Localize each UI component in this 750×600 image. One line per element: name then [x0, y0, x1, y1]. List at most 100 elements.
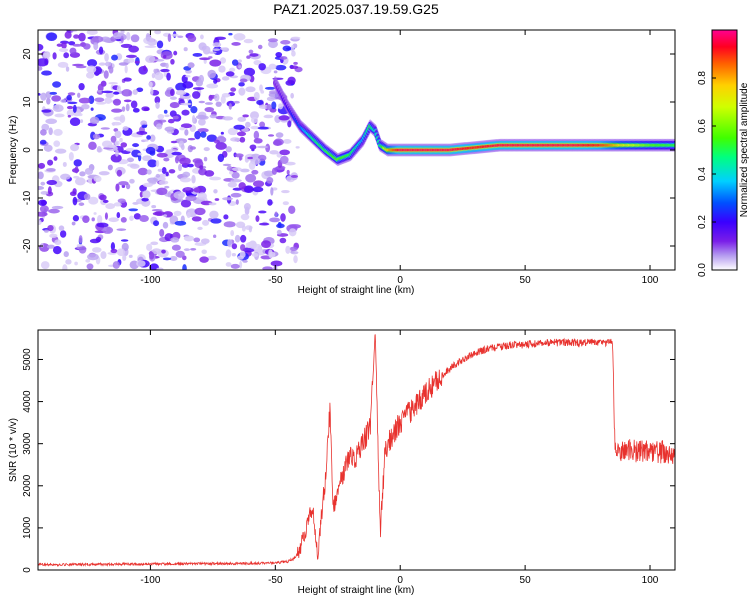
x-tick-label: -50	[268, 575, 283, 586]
noise-blob	[95, 101, 107, 105]
noise-blob	[239, 251, 246, 258]
noise-blob	[149, 251, 155, 260]
noise-blob	[155, 101, 160, 109]
noise-blob	[69, 117, 81, 127]
noise-blob	[71, 221, 76, 226]
noise-blob	[231, 243, 238, 250]
noise-blob	[141, 106, 150, 112]
noise-blob	[110, 135, 117, 143]
noise-blob	[200, 34, 204, 40]
noise-blob	[58, 47, 69, 53]
noise-blob	[116, 212, 121, 219]
noise-blob	[160, 68, 170, 73]
noise-blob	[67, 101, 78, 105]
noise-blob	[280, 213, 286, 222]
noise-blob	[74, 261, 78, 266]
noise-blob	[163, 109, 168, 114]
noise-blob	[112, 91, 120, 95]
noise-blob	[48, 127, 53, 136]
noise-blob	[93, 212, 97, 215]
noise-blob	[51, 95, 62, 102]
noise-blob	[160, 51, 173, 60]
noise-blob	[282, 45, 291, 52]
noise-blob	[290, 92, 294, 99]
noise-blob	[233, 33, 246, 41]
noise-blob	[213, 139, 220, 144]
noise-blob	[72, 196, 78, 206]
noise-blob	[245, 242, 253, 249]
noise-blob	[209, 114, 217, 119]
noise-blob	[227, 238, 233, 248]
noise-blob	[141, 124, 148, 129]
noise-blob	[84, 167, 94, 175]
noise-blob	[249, 53, 259, 57]
noise-blob	[40, 129, 47, 136]
noise-blob	[286, 169, 290, 175]
noise-blob	[78, 245, 87, 254]
noise-blob	[104, 212, 108, 220]
colorbar-frame	[711, 29, 738, 271]
noise-blob	[213, 79, 218, 84]
noise-blob	[125, 103, 130, 112]
noise-blob	[275, 132, 284, 138]
noise-blob	[120, 35, 124, 44]
noise-blob	[203, 147, 210, 152]
noise-blob	[288, 205, 296, 215]
noise-blob	[234, 234, 241, 243]
noise-blob	[190, 106, 198, 114]
snr-x-label: Height of straight line (km)	[298, 585, 415, 596]
noise-blob	[132, 89, 138, 95]
noise-blob	[68, 152, 74, 161]
noise-blob	[214, 93, 220, 102]
noise-blob	[290, 250, 299, 255]
noise-blob	[240, 244, 246, 252]
noise-blob	[128, 208, 139, 212]
noise-blob	[114, 130, 122, 139]
noise-blob	[144, 45, 157, 49]
noise-blob	[137, 167, 148, 176]
noise-blob	[268, 40, 278, 49]
noise-blob	[266, 104, 272, 111]
noise-blob	[220, 95, 226, 104]
noise-blob	[279, 237, 287, 244]
noise-blob	[164, 126, 175, 132]
noise-blob	[98, 62, 106, 66]
noise-blob	[273, 70, 278, 74]
noise-blob	[221, 76, 230, 81]
noise-blob	[243, 67, 256, 77]
noise-blob	[187, 163, 194, 168]
noise-blob	[52, 81, 62, 88]
noise-blob	[156, 187, 168, 196]
noise-blob	[230, 192, 242, 198]
noise-blob	[83, 193, 91, 200]
snr-y-label: SNR (10 * v/v)	[8, 418, 19, 482]
noise-blob	[162, 257, 172, 261]
noise-blob	[150, 241, 159, 246]
noise-blob	[65, 66, 70, 72]
noise-blob	[86, 30, 98, 35]
noise-blob	[162, 221, 169, 229]
noise-blob	[111, 108, 123, 113]
noise-blob	[102, 226, 114, 234]
noise-blob	[168, 169, 176, 174]
noise-blob	[257, 44, 263, 50]
noise-blob	[125, 54, 137, 58]
noise-blob	[192, 87, 205, 90]
noise-blob	[290, 174, 298, 178]
noise-blob	[54, 113, 65, 118]
noise-blob	[38, 171, 44, 180]
noise-blob	[262, 266, 273, 270]
noise-blob	[39, 205, 49, 213]
noise-blob	[172, 115, 179, 120]
noise-blob	[98, 46, 104, 55]
noise-blob	[61, 42, 67, 49]
noise-blob	[110, 248, 118, 254]
noise-blob	[193, 187, 202, 193]
noise-blob	[49, 233, 58, 238]
noise-blob	[222, 163, 232, 167]
y-tick-label: 1000	[22, 516, 33, 539]
noise-blob	[251, 116, 259, 124]
noise-blob	[167, 33, 172, 42]
noise-blob	[235, 199, 239, 205]
